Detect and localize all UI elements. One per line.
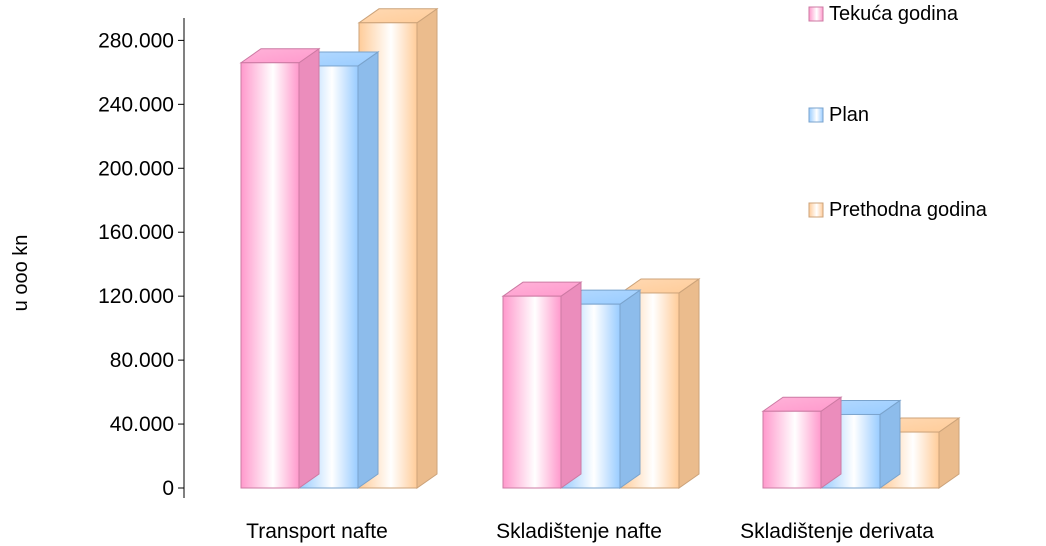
legend-swatch [808, 202, 824, 218]
legend-swatch [808, 107, 824, 123]
bars [239, 7, 961, 489]
legend-label: Plan [829, 104, 869, 126]
y-tick-label: 200.000 [98, 157, 174, 180]
legend-label: Prethodna godina [829, 199, 988, 221]
y-axis-title: u ooo kn [10, 235, 32, 312]
x-tick-label: Skladištenje derivata [740, 520, 934, 543]
bar-front [762, 410, 822, 489]
y-axis: 0 40.000 80.000 120.000 160.000 200.000 240.00… [98, 18, 185, 500]
x-tick-label: Skladištenje nafte [496, 520, 662, 543]
bar-side [357, 50, 379, 489]
bar [501, 281, 583, 489]
y-tick-label: 0 [162, 477, 174, 500]
bar-side [879, 399, 901, 489]
bar-side [416, 7, 438, 489]
category-labels: Transport nafte Skladištenje nafte Skladiš… [246, 520, 934, 543]
y-tick-label: 120.000 [98, 285, 174, 308]
bar-side [820, 396, 842, 489]
y-tick-label: 160.000 [98, 221, 174, 244]
bar-front [502, 295, 562, 489]
y-tick-label: 40.000 [110, 413, 174, 436]
y-tick-label: 280.000 [98, 29, 174, 52]
bar-side [298, 47, 320, 489]
legend-swatch [808, 6, 824, 22]
bar [761, 396, 843, 489]
legend-item: Plan [808, 104, 869, 126]
bar-front [240, 62, 300, 489]
y-tick-label: 80.000 [110, 349, 174, 372]
bar-side [560, 281, 582, 489]
legend: Tekuća godina Plan Prethodna godina [808, 3, 988, 221]
bar-side [619, 289, 641, 489]
bar [239, 47, 321, 489]
bar-side [678, 278, 700, 489]
legend-label: Tekuća godina [829, 3, 959, 25]
legend-item: Prethodna godina [808, 199, 988, 221]
x-tick-label: Transport nafte [246, 520, 388, 543]
legend-item: Tekuća godina [808, 3, 959, 25]
y-tick-label: 240.000 [98, 93, 174, 116]
